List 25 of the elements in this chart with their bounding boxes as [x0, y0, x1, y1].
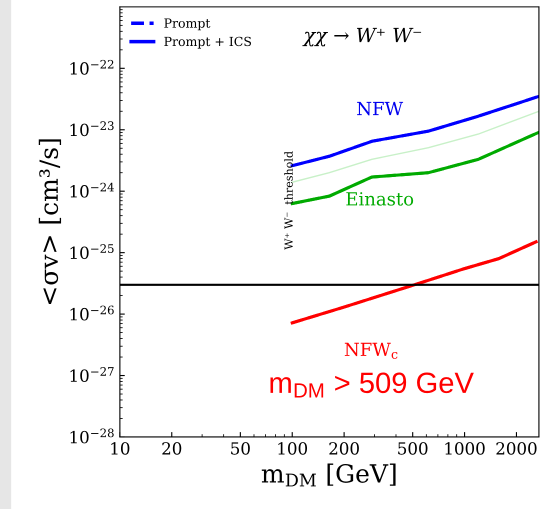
annotation: m$_{DM}$ > 509 GeV [270, 372, 474, 398]
y-tick-label: 10$^{−25}$ [70, 244, 114, 260]
y-tick-label: 10$^{−23}$ [70, 121, 114, 136]
x-tick-label: 2000 [496, 442, 537, 455]
y-axis-title: <σv> [cm³/s] [38, 139, 62, 304]
y-tick-label: 10$^{−26}$ [70, 306, 114, 321]
legend-label: Prompt + ICS [164, 36, 251, 49]
annotation: NFW$_{c}$ [344, 342, 398, 359]
annotation: NFW [357, 102, 404, 116]
x-tick-label: 10 [111, 442, 130, 455]
x-axis-title: m$_{DM}$ [GeV] [262, 464, 396, 486]
x-tick-label: 50 [231, 442, 250, 455]
y-tick-label: 10$^{−24}$ [70, 182, 114, 198]
x-tick-label: 100 [278, 442, 308, 455]
annotation: χχ → W⁺ W⁻ [302, 28, 422, 46]
annotation: Einasto [346, 192, 414, 206]
y-tick-label: 10$^{−22}$ [70, 60, 114, 75]
annotation: W⁺ W⁻ threshold [284, 151, 293, 250]
x-tick-label: 20 [162, 442, 182, 455]
x-tick-label: 500 [398, 442, 428, 455]
x-tick-label: 200 [329, 442, 359, 455]
y-tick-label: 10$^{−28}$ [70, 428, 114, 444]
y-tick-label: 10$^{−27}$ [70, 367, 114, 382]
legend-label: Prompt [164, 18, 210, 30]
x-tick-label: 1000 [445, 442, 485, 455]
